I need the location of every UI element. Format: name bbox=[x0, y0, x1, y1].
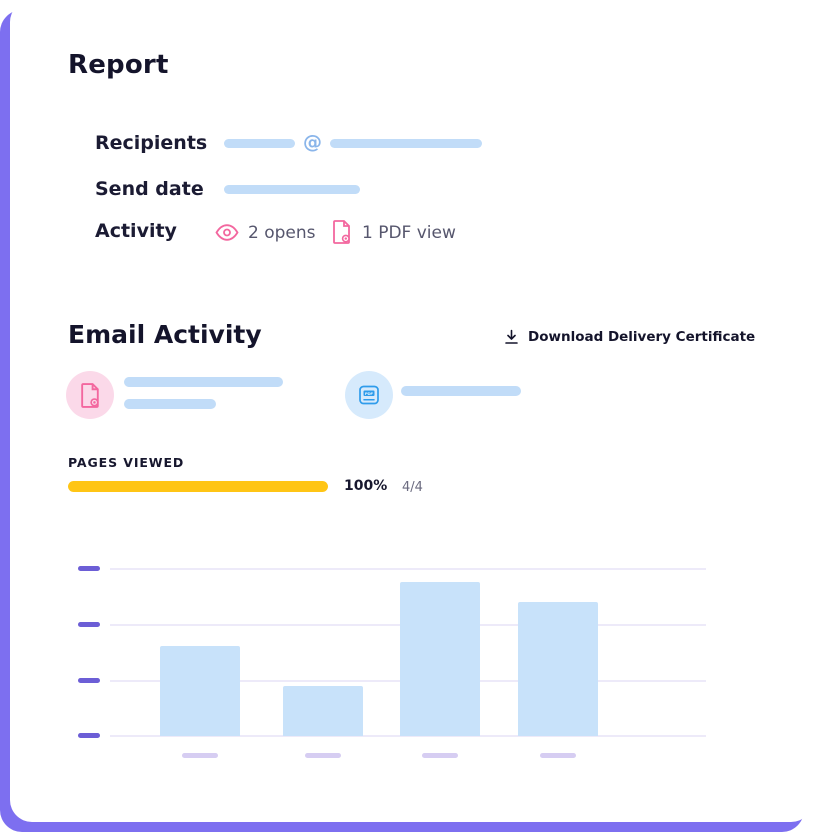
x-axis-label-placeholder bbox=[422, 753, 458, 758]
pdf-badge-avatar: PDF bbox=[345, 371, 393, 419]
chart-bar bbox=[400, 582, 480, 736]
progress-fraction: 4/4 bbox=[402, 480, 423, 495]
gridline bbox=[110, 624, 706, 626]
activity-label: Activity bbox=[95, 220, 177, 242]
email-activity-title: Email Activity bbox=[68, 320, 262, 349]
progress-percent: 100% bbox=[344, 478, 388, 494]
eye-icon bbox=[215, 224, 239, 241]
y-axis-tick-placeholder bbox=[78, 678, 100, 683]
pdf-views-count: 1 PDF view bbox=[362, 223, 456, 243]
opens-count: 2 opens bbox=[248, 223, 316, 243]
pdf-file-icon bbox=[80, 382, 101, 408]
redacted-recipient-name bbox=[224, 139, 295, 148]
redacted-recipient-domain bbox=[330, 139, 482, 148]
download-certificate-button[interactable]: Download Delivery Certificate bbox=[504, 329, 755, 345]
x-axis-label-placeholder bbox=[182, 753, 218, 758]
pdf-badge-icon: PDF bbox=[358, 384, 380, 406]
pages-viewed-label: PAGES VIEWED bbox=[68, 455, 185, 470]
pdf-attachment-avatar bbox=[66, 371, 114, 419]
y-axis-tick-placeholder bbox=[78, 566, 100, 571]
gridline-baseline bbox=[110, 735, 706, 737]
recipients-label: Recipients bbox=[95, 132, 208, 154]
progress-fill bbox=[68, 481, 328, 492]
pages-viewed-chart bbox=[10, 0, 813, 822]
pdf-view-icon bbox=[332, 220, 352, 244]
download-certificate-label: Download Delivery Certificate bbox=[528, 329, 756, 345]
y-axis-tick-placeholder bbox=[78, 622, 100, 627]
page-title: Report bbox=[68, 50, 169, 80]
download-icon bbox=[504, 329, 519, 345]
chart-bar bbox=[160, 646, 240, 736]
svg-text:PDF: PDF bbox=[365, 391, 374, 396]
x-axis-label-placeholder bbox=[305, 753, 341, 758]
gridline bbox=[110, 680, 706, 682]
chart-bar bbox=[518, 602, 598, 736]
y-axis-tick-placeholder bbox=[78, 733, 100, 738]
chart-bar bbox=[283, 686, 363, 736]
redacted-attachment-title bbox=[124, 377, 283, 387]
send-date-label: Send date bbox=[95, 178, 204, 200]
gridline bbox=[110, 568, 706, 570]
x-axis-label-placeholder bbox=[540, 753, 576, 758]
redacted-attachment-title-2 bbox=[401, 386, 521, 396]
report-card: Report Recipients @ Send date Activity 2… bbox=[10, 0, 813, 822]
pages-viewed-progress-bar bbox=[68, 481, 328, 492]
redacted-attachment-subtitle bbox=[124, 399, 216, 409]
at-symbol: @ bbox=[303, 131, 322, 153]
redacted-send-date bbox=[224, 185, 360, 194]
